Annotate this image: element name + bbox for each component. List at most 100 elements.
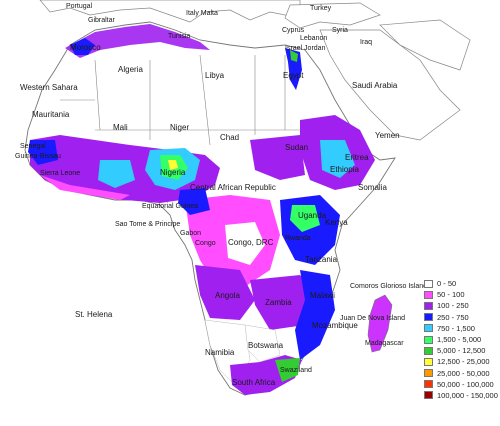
label-mali: Mali xyxy=(113,123,128,132)
label-juan-de-nova: Juan De Nova Island xyxy=(340,315,405,322)
legend-item: 50 - 100 xyxy=(424,289,500,300)
label-lebanon: Lebanon xyxy=(300,35,327,42)
density-west-africa-pink xyxy=(40,175,130,200)
label-syria: Syria xyxy=(332,27,348,34)
label-st-helena: St. Helena xyxy=(75,310,113,319)
label-italy-malta: Italy Malta xyxy=(186,10,218,17)
label-egypt: Egypt xyxy=(283,71,304,80)
label-libya: Libya xyxy=(205,71,225,80)
legend: 0 - 50 50 - 100 100 - 250 250 - 750 750 - 1,… xyxy=(424,278,500,401)
country-borders xyxy=(60,54,300,146)
label-turkey: Turkey xyxy=(310,5,332,12)
legend-label: 50,000 - 100,000 xyxy=(437,379,494,389)
legend-item: 0 - 50 xyxy=(424,278,500,289)
label-niger: Niger xyxy=(170,123,189,132)
label-malawi: Malawi xyxy=(310,291,335,300)
legend-swatch xyxy=(424,369,433,378)
density-nile xyxy=(285,48,302,90)
legend-swatch xyxy=(424,380,433,389)
density-botswana xyxy=(244,324,281,363)
legend-item: 1,500 - 5,000 xyxy=(424,334,500,345)
legend-label: 0 - 50 xyxy=(437,279,457,289)
legend-item: 25,000 - 50,000 xyxy=(424,368,500,379)
label-iraq: Iraq xyxy=(360,39,372,46)
legend-swatch xyxy=(424,346,433,355)
label-algeria: Algeria xyxy=(118,65,143,74)
legend-label: 750 - 1,500 xyxy=(437,323,475,333)
label-equatorial-guinea: Equatorial Guinea xyxy=(142,203,198,210)
label-congo-drc: Congo, DRC xyxy=(228,238,274,247)
density-nile-delta xyxy=(290,50,298,62)
legend-item: 750 - 1,500 xyxy=(424,323,500,334)
legend-label: 100 - 250 xyxy=(437,301,469,311)
label-comoros: Comoros Glorioso Islands xyxy=(350,283,431,290)
label-congo: Congo xyxy=(195,240,216,247)
label-tanzania: Tanzania xyxy=(305,255,338,264)
legend-item: 250 - 750 xyxy=(424,312,500,323)
label-guinea-bissau: Guinea-Bissau xyxy=(15,153,61,160)
map-labels: Portugal Gibraltar Italy Malta Tunisia T… xyxy=(15,3,431,387)
density-sudan xyxy=(250,135,305,180)
density-north-coast xyxy=(65,24,210,58)
legend-item: 5,000 - 12,500 xyxy=(424,345,500,356)
label-namibia: Namibia xyxy=(205,348,235,357)
density-nigeria-hot xyxy=(168,160,178,170)
legend-swatch xyxy=(424,279,433,288)
density-cameroon xyxy=(178,188,210,215)
label-morocco: Morocco xyxy=(70,43,101,52)
label-chad: Chad xyxy=(220,133,239,142)
label-sao-tome: Sao Tome & Principe xyxy=(115,221,180,228)
label-gabon: Gabon xyxy=(180,230,201,237)
label-mauritania: Mauritania xyxy=(32,110,70,119)
label-nigeria: Nigeria xyxy=(160,168,186,177)
label-angola: Angola xyxy=(215,291,240,300)
legend-item: 12,500 - 25,000 xyxy=(424,356,500,367)
label-rwanda: Rwanda xyxy=(285,235,311,242)
label-zambia: Zambia xyxy=(265,298,292,307)
legend-label: 5,000 - 12,500 xyxy=(437,346,486,356)
density-ghana xyxy=(98,160,135,188)
legend-swatch xyxy=(424,391,433,400)
madagascar-island xyxy=(367,294,393,353)
legend-label: 100,000 - 150,000 xyxy=(437,390,498,400)
density-sa-east xyxy=(275,358,300,382)
legend-swatch xyxy=(424,324,433,333)
label-sudan: Sudan xyxy=(285,143,308,152)
label-mozambique: Mozambique xyxy=(312,321,358,330)
legend-label: 25,000 - 50,000 xyxy=(437,368,490,378)
label-western-sahara: Western Sahara xyxy=(20,83,78,92)
density-congo-white xyxy=(225,222,265,265)
density-uganda xyxy=(290,205,320,232)
label-swaziland: Swaziland xyxy=(280,367,312,374)
label-car: Central African Republic xyxy=(190,183,276,192)
legend-item: 100 - 250 xyxy=(424,300,500,311)
label-botswana: Botswana xyxy=(248,341,284,350)
label-uganda: Uganda xyxy=(298,211,327,220)
turkey-region xyxy=(284,2,381,29)
middle-east-region xyxy=(319,29,461,141)
legend-swatch xyxy=(424,301,433,310)
label-kenya: Kenya xyxy=(325,218,348,227)
label-tunisia: Tunisia xyxy=(168,33,190,40)
density-morocco-core xyxy=(70,38,95,55)
density-malawi-moz xyxy=(295,270,335,360)
label-ethiopia: Ethiopia xyxy=(330,165,359,174)
legend-item: 50,000 - 100,000 xyxy=(424,379,500,390)
iran-region xyxy=(379,19,471,71)
label-sierra-leone: Sierra Leone xyxy=(40,170,80,177)
legend-swatch xyxy=(424,313,433,322)
density-angola xyxy=(195,265,255,320)
legend-label: 50 - 100 xyxy=(437,290,465,300)
label-madagascar: Madagascar xyxy=(365,340,404,347)
legend-label: 12,500 - 25,000 xyxy=(437,357,490,367)
legend-swatch xyxy=(424,357,433,366)
label-portugal: Portugal xyxy=(66,3,93,10)
label-eritrea: Eritrea xyxy=(345,153,369,162)
legend-label: 1,500 - 5,000 xyxy=(437,335,482,345)
label-yemen: Yemen xyxy=(375,131,400,140)
density-ethiopia-core xyxy=(320,140,355,178)
label-senegal: Senegal xyxy=(20,143,46,150)
label-somalia: Somalia xyxy=(358,183,387,192)
label-cyprus: Cyprus xyxy=(282,27,305,34)
